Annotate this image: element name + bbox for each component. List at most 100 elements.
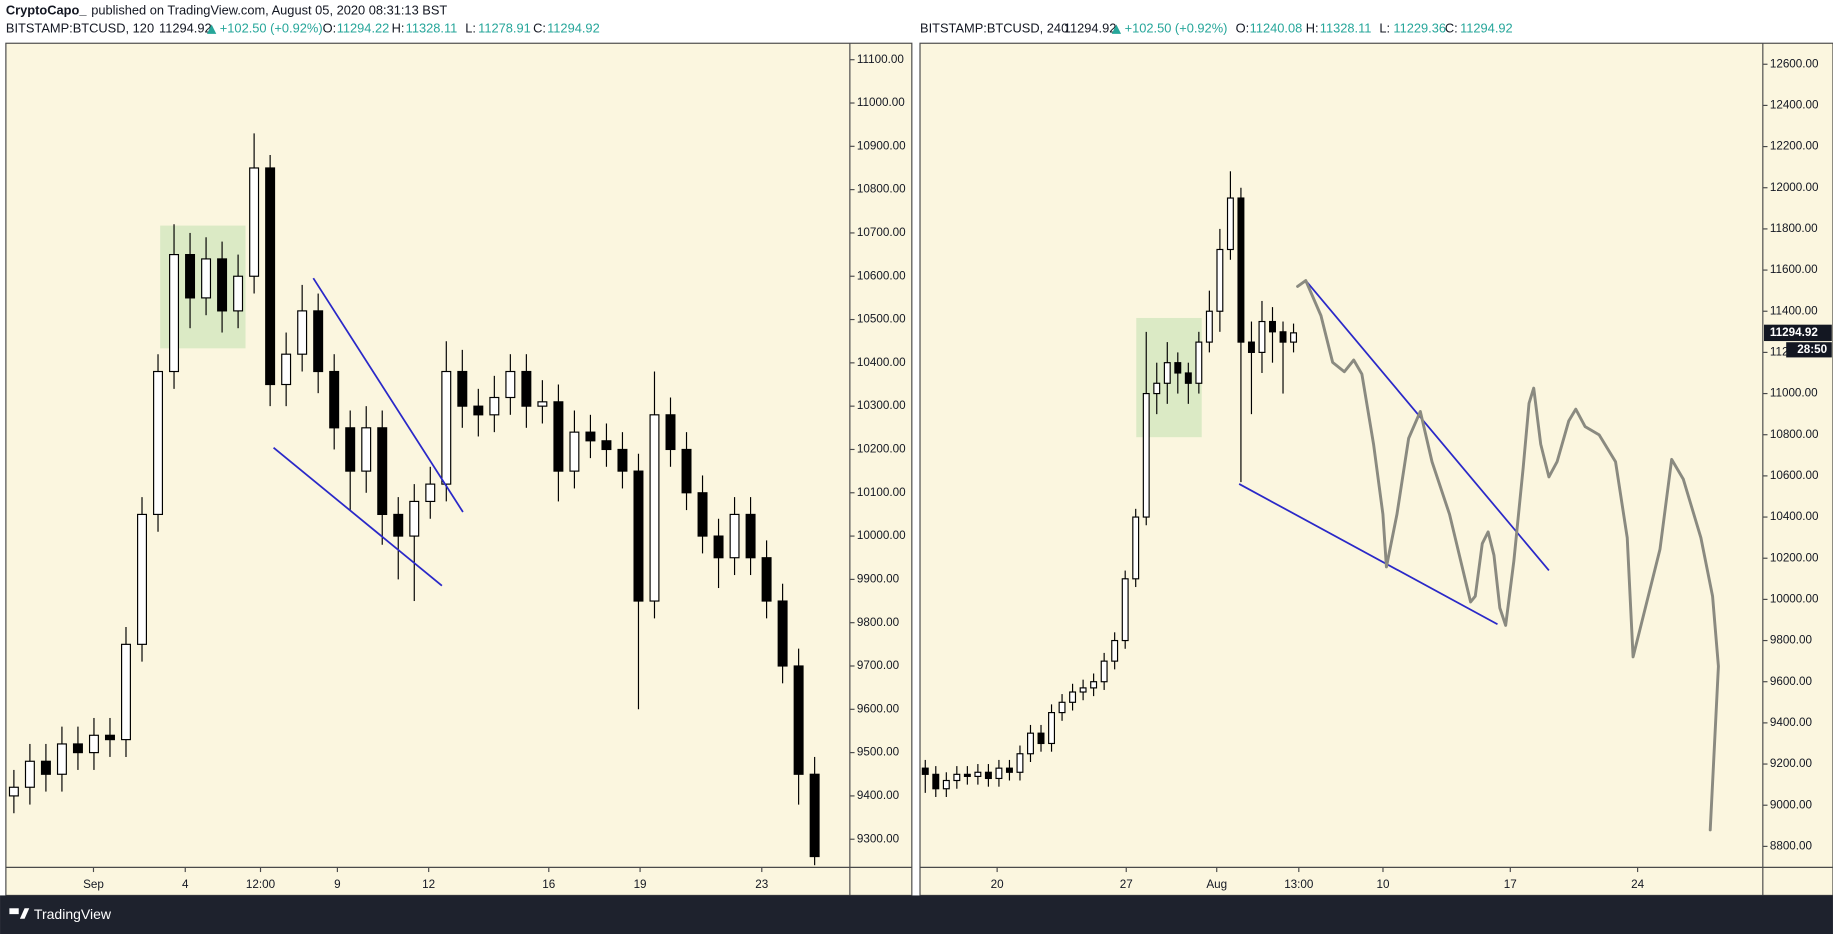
y-tick-label: 11400.00	[1770, 304, 1818, 317]
y-tick-label: 9700.00	[857, 659, 900, 672]
published: published on TradingView.com, August 05,…	[91, 3, 447, 18]
candle-body	[313, 310, 324, 373]
candle-body	[1090, 681, 1098, 689]
candle-body	[1121, 578, 1129, 642]
y-tick-label: 10800.00	[857, 183, 906, 196]
y-tick-label: 11000.00	[857, 96, 905, 109]
x-tick-label: 12	[422, 878, 435, 891]
y-tick-label: 12600.00	[1770, 57, 1819, 70]
chart-layer: 9300.00 9400.00 9500.00 9600.00 9700.00 9800.…	[8, 53, 1819, 891]
y-tick-label: 9800.00	[857, 616, 900, 629]
y-tick-label: 10800.00	[1770, 428, 1819, 441]
o-value: 11240.08	[1250, 21, 1303, 36]
y-tick-label: 10200.00	[1770, 551, 1819, 564]
candle-body	[393, 513, 404, 537]
candle-body	[761, 557, 772, 602]
y-tick-label: 10900.00	[857, 139, 906, 152]
candle-body	[56, 743, 67, 775]
candle-body	[1100, 660, 1108, 683]
up-arrow	[1111, 24, 1122, 34]
l-value: 11229.36	[1393, 21, 1446, 36]
y-tick-label: 9300.00	[857, 832, 900, 845]
y-tick-label: 9400.00	[857, 789, 900, 802]
y-tick-label: 10600.00	[1770, 469, 1819, 482]
candle-body	[72, 743, 83, 754]
x-tick-label: 9	[334, 878, 341, 891]
candle-body	[377, 427, 388, 516]
candle-body	[601, 440, 612, 451]
x-tick-label: 10	[1376, 878, 1389, 891]
candle-body	[569, 431, 580, 472]
footer	[0, 895, 1833, 934]
candle-body	[1247, 341, 1255, 353]
logo	[9, 908, 30, 919]
candle-body	[121, 643, 131, 741]
trendline	[273, 447, 443, 587]
l-label: L:	[1379, 21, 1390, 36]
h-label: H:	[1306, 21, 1319, 36]
candle-body	[1269, 320, 1276, 333]
candle-body	[617, 448, 628, 472]
y-tick-label: 10400.00	[1770, 510, 1819, 523]
candle-body	[681, 448, 692, 494]
candle-body	[521, 370, 532, 407]
candle-body	[249, 167, 260, 277]
countdown-label: 28:50	[1797, 343, 1827, 356]
candle-body	[1184, 372, 1192, 384]
y-tick-label: 10700.00	[857, 226, 906, 239]
y-tick-label: 12400.00	[1770, 98, 1819, 111]
y-tick-label: 11000.00	[1770, 387, 1818, 400]
candle-body	[777, 600, 788, 667]
x-tick-label: Aug	[1206, 878, 1227, 891]
candle-body	[265, 167, 276, 386]
brand[interactable]: TradingView	[34, 906, 112, 922]
x-tick-label: 13:00	[1284, 878, 1314, 891]
candle-body	[169, 254, 180, 373]
y-tick-label: 11600.00	[1770, 263, 1818, 276]
candle-body	[1163, 362, 1171, 384]
y-tick-label: 9200.00	[1770, 757, 1813, 770]
logo-mark	[19, 908, 30, 919]
candle-body	[297, 310, 308, 355]
last-price-label: 11294.92	[1770, 326, 1819, 339]
candle-body	[1290, 332, 1298, 343]
candle-body	[1258, 320, 1266, 353]
c-label: C:	[1445, 21, 1458, 36]
candle-body	[553, 401, 564, 472]
o-label: O:	[1236, 21, 1250, 36]
candle-body	[585, 431, 596, 442]
y-tick-label: 12000.00	[1770, 181, 1819, 194]
publish-line: CryptoCapo_ published on TradingView.com,…	[6, 3, 448, 18]
symbol: BITSTAMP:BTCUSD, 240	[920, 21, 1068, 36]
candle-body	[932, 773, 940, 790]
candle-body	[633, 470, 644, 602]
x-tick-label: 17	[1504, 878, 1517, 891]
y-tick-label: 10300.00	[857, 399, 906, 412]
candle-body	[1153, 382, 1161, 395]
y-tick-label: 10500.00	[857, 313, 906, 326]
c-label: C:	[533, 21, 546, 36]
change: +102.50 (+0.92%)	[220, 21, 323, 36]
l-value: 11278.91	[478, 21, 531, 36]
trendline	[312, 277, 464, 513]
change: +102.50 (+0.92%)	[1125, 21, 1228, 36]
candle-body	[1195, 341, 1203, 384]
x-tick-label: 20	[991, 878, 1004, 891]
logo-mark	[9, 908, 19, 915]
symbol: BITSTAMP:BTCUSD, 120	[6, 21, 154, 36]
y-tick-label: 9800.00	[1770, 634, 1813, 647]
candle-body	[1005, 767, 1013, 773]
y-tick-label: 11800.00	[1770, 222, 1818, 235]
candle-body	[153, 370, 164, 516]
candle-body	[1174, 362, 1182, 374]
candle-body	[233, 275, 244, 312]
candle-body	[953, 773, 961, 782]
candle-body	[329, 370, 340, 429]
countdown-box	[1786, 342, 1832, 358]
h-value: 11328.11	[1320, 21, 1372, 36]
candle-body	[137, 513, 147, 645]
candle-body	[1069, 691, 1077, 703]
candle-body	[665, 414, 676, 451]
candle-body	[1279, 331, 1287, 343]
last-price-box	[1763, 324, 1832, 342]
